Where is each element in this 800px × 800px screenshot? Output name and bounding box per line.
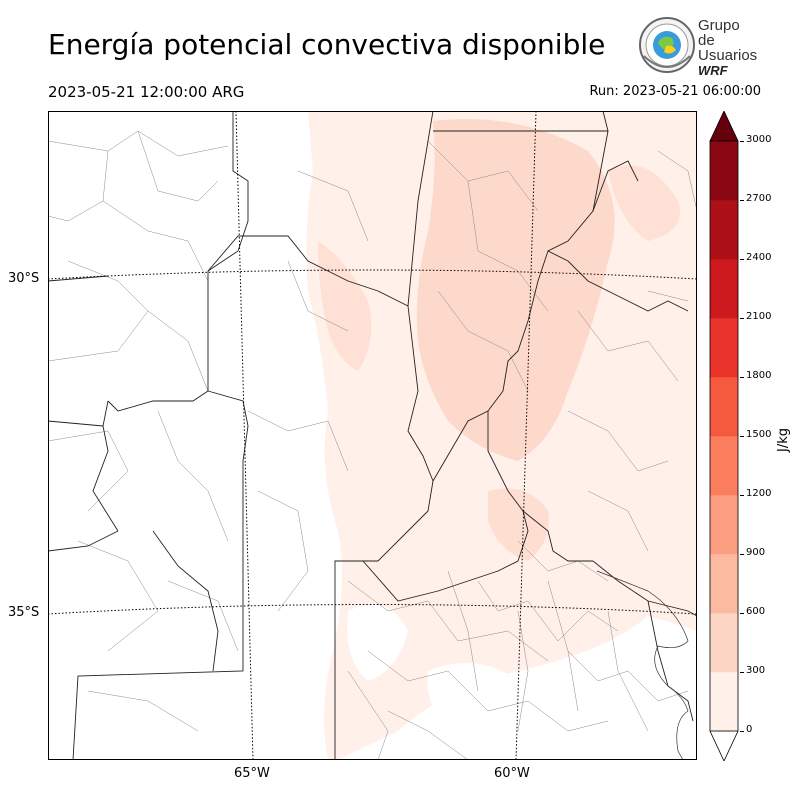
colorbar-tick-label: 1200	[746, 488, 772, 499]
colorbar-over-arrow	[709, 111, 739, 142]
colorbar-tick-mark	[740, 730, 744, 732]
province-boundaries	[48, 111, 697, 760]
colorbar-tick-mark	[740, 258, 744, 260]
colorbar-tick-mark	[740, 317, 744, 319]
coastline	[596, 570, 689, 760]
logo-line-2: Usuarios	[698, 47, 758, 64]
logo: Grupo de Usuarios WRF	[638, 16, 758, 78]
colorbar-tick-mark	[740, 494, 744, 496]
colorbar-tick-mark	[740, 671, 744, 673]
colorbar-unit: J/kg	[776, 428, 791, 452]
colorbar-tick-label: 2100	[746, 311, 772, 322]
colorbar-tick-mark	[740, 376, 744, 378]
colorbar-segment	[710, 377, 738, 437]
colorbar	[709, 111, 739, 761]
map-title: Energía potencial convectiva disponible	[48, 28, 606, 61]
colorbar-frame	[709, 140, 739, 732]
cape-field-mid-2	[318, 241, 372, 371]
colorbar-under-arrow	[709, 730, 739, 761]
logo-line-3: WRF	[698, 63, 728, 78]
colorbar-segment	[710, 436, 738, 496]
colorbar-segment	[710, 495, 738, 555]
cape-gap-2	[427, 663, 518, 731]
colorbar-tick-mark	[740, 553, 744, 555]
map-border	[48, 111, 697, 760]
colorbar-segment	[710, 554, 738, 614]
cape-map	[48, 111, 697, 760]
colorbar-tick-label: 2400	[746, 252, 772, 263]
colorbar-segment	[710, 141, 738, 201]
colorbar-tick-label: 2700	[746, 193, 772, 204]
lat-label-35s: 35°S	[8, 605, 40, 620]
colorbar-tick-label: 0	[746, 724, 753, 735]
cape-gap-1	[347, 604, 408, 681]
colorbar-tick-label: 3000	[746, 134, 772, 145]
cape-field-mid-3	[488, 488, 549, 561]
colorbar-tick-mark	[740, 199, 744, 201]
colorbar-tick-label: 300	[746, 665, 766, 676]
cape-gap-3	[523, 683, 625, 760]
valid-time: 2023-05-21 12:00:00 ARG	[48, 83, 245, 101]
lon-label-60w: 60°W	[494, 766, 530, 781]
globe-seal-icon	[639, 17, 695, 73]
cape-field-mid	[416, 119, 615, 461]
colorbar-segment	[710, 672, 738, 732]
colorbar-segment	[710, 259, 738, 319]
colorbar-segment	[710, 613, 738, 673]
colorbar-tick-label: 900	[746, 547, 766, 558]
logo-text: Grupo de Usuarios WRF	[698, 18, 758, 78]
graticule	[48, 111, 697, 760]
colorbar-segment	[710, 200, 738, 260]
lat-label-30s: 30°S	[8, 271, 40, 286]
cape-field-east	[608, 165, 680, 241]
colorbar-tick-mark	[740, 612, 744, 614]
department-boundaries	[48, 130, 697, 760]
colorbar-tick-label: 1800	[746, 370, 772, 381]
colorbar-segment	[710, 318, 738, 378]
colorbar-tick-mark	[740, 140, 744, 142]
colorbar-tick-label: 1500	[746, 429, 772, 440]
run-time: Run: 2023-05-21 06:00:00	[589, 84, 761, 99]
colorbar-tick-mark	[740, 435, 744, 437]
logo-line-1: Grupo de	[698, 17, 740, 49]
colorbar-tick-label: 600	[746, 606, 766, 617]
lon-label-65w: 65°W	[234, 766, 270, 781]
